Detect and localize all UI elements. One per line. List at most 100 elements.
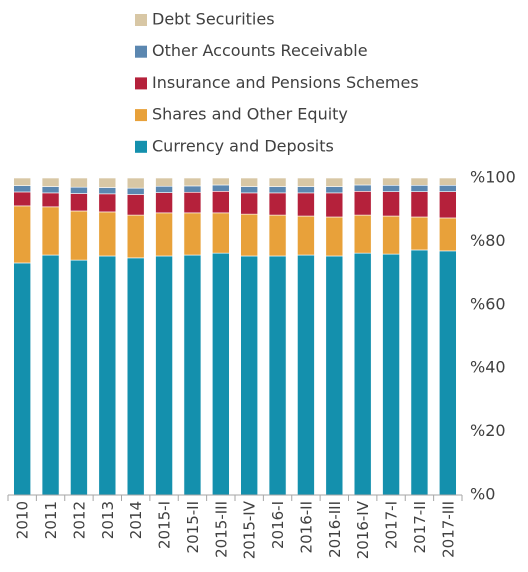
x-tick-label: 2013 (99, 501, 117, 539)
bar-segment (98, 211, 117, 257)
bar-segment (183, 212, 202, 256)
bar-segment (240, 255, 258, 496)
x-tick-label: 2017-II (411, 501, 429, 553)
bar-segment (268, 192, 287, 216)
bar-segment (382, 191, 400, 217)
bar-segment (183, 185, 202, 193)
legend-swatch (135, 45, 147, 58)
bar-segment (183, 191, 202, 214)
bar-segment (126, 187, 145, 195)
bar-segment (155, 255, 173, 496)
bar-segment (212, 184, 230, 192)
y-tick-label: %0 (470, 485, 495, 504)
bar-segment (155, 185, 173, 193)
x-tick-label: 2016-IV (354, 500, 372, 559)
bar-segment (325, 186, 344, 194)
bar-segment (382, 215, 400, 255)
bar-segment (353, 191, 372, 216)
y-tick-label: %80 (470, 231, 506, 250)
bar-segment (183, 177, 202, 187)
bar-segment (439, 184, 457, 192)
bar-segment (439, 250, 457, 496)
bar-segment (410, 177, 429, 186)
x-tick-label: 2016-III (326, 501, 344, 558)
legend-label: Shares and Other Equity (152, 105, 348, 124)
bar-segment (353, 184, 372, 192)
bar-segment (155, 212, 173, 257)
y-tick-label: %100 (470, 168, 516, 187)
x-tick-label: 2010 (14, 501, 32, 539)
bar-segment (240, 213, 258, 257)
legend-swatch (135, 77, 147, 90)
legend-label: Currency and Deposits (152, 136, 334, 155)
x-tick-label: 2017-III (439, 501, 457, 558)
bar-segment (98, 255, 117, 496)
bar-segment (155, 177, 173, 187)
bar-segment (240, 186, 258, 194)
y-tick-label: %60 (470, 294, 506, 313)
bar-segment (126, 177, 145, 189)
bar-segment (297, 177, 315, 187)
bar-segment (41, 186, 60, 194)
legend-swatch (135, 109, 147, 122)
bar-segment (41, 206, 60, 256)
bar-segment (410, 184, 429, 192)
y-tick-label: %20 (470, 421, 506, 440)
bar-segment (410, 216, 429, 251)
bar-segment (439, 191, 457, 219)
bar-segment (353, 177, 372, 186)
bar-segment (439, 177, 457, 186)
x-tick-label: 2017-I (383, 501, 401, 549)
bar-segment (41, 254, 60, 496)
bar-segment (13, 262, 31, 496)
bar-segment (268, 214, 287, 257)
bar-segment (382, 177, 400, 186)
x-tick-label: 2016-II (297, 501, 315, 553)
x-tick-label: 2012 (70, 501, 88, 539)
y-tick-label: %40 (470, 358, 506, 377)
bar-segment (297, 215, 315, 256)
bar-segment (325, 177, 344, 187)
bar-segment (155, 192, 173, 214)
bar-segment (353, 214, 372, 254)
bar-segment (268, 255, 287, 496)
bar-segment (70, 186, 88, 194)
bar-segment (410, 249, 429, 496)
bar-segment (98, 193, 117, 213)
bar-segment (353, 252, 372, 496)
x-tick-label: 2015-IV (241, 500, 259, 559)
bar-segment (212, 252, 230, 496)
x-tick-label: 2011 (42, 501, 60, 539)
x-tick-label: 2015-III (212, 501, 230, 558)
bar-segment (212, 177, 230, 186)
bar-segment (212, 212, 230, 254)
legend-label: Other Accounts Receivable (152, 41, 368, 60)
x-tick-label: 2015-I (156, 501, 174, 549)
legend-label: Debt Securities (152, 10, 275, 29)
bar-segment (240, 177, 258, 187)
bar-segment (212, 191, 230, 214)
bar-segment (70, 193, 88, 212)
bar-segment (268, 177, 287, 187)
bar-segment (325, 255, 344, 496)
legend-swatch (135, 140, 147, 153)
bar-segment (183, 254, 202, 496)
bar-segment (297, 254, 315, 496)
bar-segment (98, 177, 117, 188)
bar-segment (297, 186, 315, 194)
bar-segment (41, 192, 60, 208)
bar-segment (240, 192, 258, 215)
bar-segment (70, 177, 88, 188)
bar-segment (126, 257, 145, 496)
bar-segment (325, 216, 344, 257)
bar-segment (268, 186, 287, 194)
x-tick-label: 2014 (127, 501, 145, 539)
bar-segment (297, 192, 315, 217)
bar-segment (98, 187, 117, 195)
bar-segment (70, 259, 88, 496)
bar-segment (325, 192, 344, 218)
bar-segment (439, 217, 457, 252)
bar-segment (13, 191, 31, 207)
bar-segment (41, 177, 60, 187)
